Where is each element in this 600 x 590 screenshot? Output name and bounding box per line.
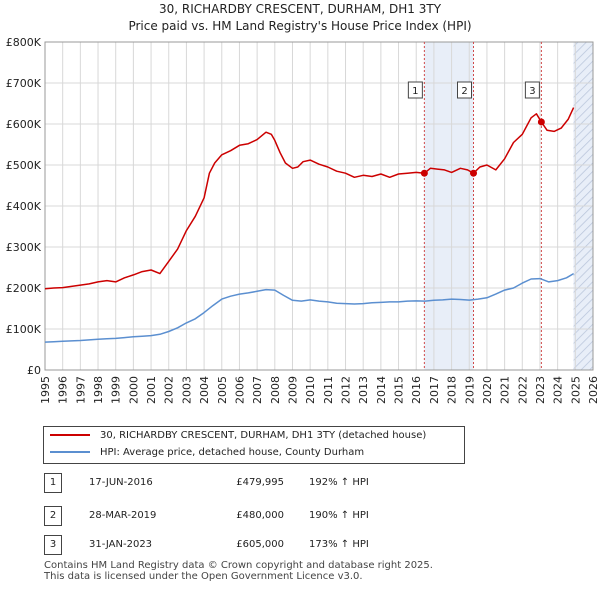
footer-notice: Contains HM Land Registry data © Crown c…	[44, 560, 433, 582]
y-tick-label: £200K	[6, 282, 42, 295]
transaction-row: 2 28-MAR-2019 £480,000 190% ↑ HPI	[44, 506, 464, 526]
sale-label-box-1	[407, 81, 423, 99]
x-tick-label: 2025	[569, 376, 582, 404]
y-tick-label: £600K	[6, 118, 42, 131]
sale-label-box-2	[457, 81, 473, 99]
transaction-price: £480,000	[236, 510, 284, 521]
x-tick-label: 2016	[410, 376, 423, 404]
hpi-line	[44, 272, 574, 343]
x-tick-label: 2000	[127, 376, 140, 404]
transaction-hpi-change: 190% ↑ HPI	[309, 510, 369, 521]
transaction-hpi-change: 192% ↑ HPI	[309, 477, 369, 488]
x-tick-label: 2022	[516, 376, 529, 404]
property-price-line	[44, 107, 575, 290]
x-tick-label: 2001	[145, 376, 158, 404]
chart-subtitle: Price paid vs. HM Land Registry's House …	[128, 19, 472, 33]
footer-line-2: This data is licensed under the Open Gov…	[44, 571, 363, 582]
x-tick-label: 2012	[340, 376, 353, 404]
x-tick-label: 2002	[163, 376, 176, 404]
chart-title: 30, RICHARDBY CRESCENT, DURHAM, DH1 3TY	[158, 2, 442, 16]
y-tick-label: £800K	[6, 36, 42, 49]
x-tick-label: 2017	[428, 376, 441, 404]
transaction-date: 31-JAN-2023	[89, 539, 153, 550]
y-tick-label: £0	[27, 364, 41, 377]
x-tick-label: 2010	[304, 376, 317, 404]
x-tick-label: 1996	[57, 376, 70, 404]
x-tick-label: 2021	[499, 376, 512, 404]
transaction-row: 1 17-JUN-2016 £479,995 192% ↑ HPI	[44, 473, 464, 493]
sale-label-text-2: 2	[461, 86, 467, 97]
x-tick-label: 1997	[74, 376, 87, 404]
transaction-number-badge: 2	[44, 506, 62, 526]
legend-item-hpi: HPI: Average price, detached house, Coun…	[50, 445, 364, 461]
sale-label-text-3: 3	[529, 86, 535, 97]
transaction-row: 3 31-JAN-2023 £605,000 173% ↑ HPI	[44, 535, 464, 555]
sale-point-2	[470, 169, 478, 177]
y-tick-label: £400K	[6, 200, 42, 213]
sale-label-text-1: 1	[412, 86, 418, 97]
legend-label-hpi: HPI: Average price, detached house, Coun…	[100, 447, 365, 458]
x-tick-label: 2018	[446, 376, 459, 404]
x-tick-label: 2008	[269, 376, 282, 404]
sale-point-3	[537, 118, 545, 126]
x-tick-label: 2013	[357, 376, 370, 404]
x-tick-label: 2014	[375, 376, 388, 404]
x-tick-label: 1999	[110, 376, 123, 404]
plot-border	[44, 41, 594, 371]
legend-item-property: 30, RICHARDBY CRESCENT, DURHAM, DH1 3TY …	[50, 428, 426, 444]
x-tick-label: 2020	[481, 376, 494, 404]
x-tick-label: 2019	[463, 376, 476, 404]
x-tick-label: 2023	[534, 376, 547, 404]
legend-swatch-property	[50, 434, 90, 436]
legend: 30, RICHARDBY CRESCENT, DURHAM, DH1 3TY …	[43, 426, 465, 464]
transaction-number-badge: 1	[44, 473, 62, 493]
x-tick-label: 2009	[286, 376, 299, 404]
x-tick-label: 2026	[587, 376, 600, 404]
x-tick-label: 2005	[216, 376, 229, 404]
x-tick-label: 2003	[180, 376, 193, 404]
legend-swatch-hpi	[50, 451, 90, 453]
x-tick-label: 2024	[552, 376, 565, 404]
y-tick-label: £100K	[6, 323, 42, 336]
price-chart: £0 £100K £200K £300K £400K £500K £600K £700K £80…	[6, 36, 600, 404]
sale-label-box-3	[524, 81, 540, 99]
x-tick-label: 1995	[39, 376, 52, 404]
y-tick-label: £700K	[6, 77, 42, 90]
x-tick-label: 2007	[251, 376, 264, 404]
footer-line-1: Contains HM Land Registry data © Crown c…	[44, 560, 433, 571]
transaction-price: £605,000	[236, 539, 284, 550]
legend-label-property: 30, RICHARDBY CRESCENT, DURHAM, DH1 3TY …	[100, 430, 427, 441]
x-tick-label: 2004	[198, 376, 211, 404]
sale-point-1	[420, 169, 428, 177]
x-tick-label: 2011	[322, 376, 335, 404]
y-tick-label: £300K	[6, 241, 42, 254]
y-tick-label: £500K	[6, 159, 42, 172]
x-tick-label: 1998	[92, 376, 105, 404]
transaction-hpi-change: 173% ↑ HPI	[309, 539, 369, 550]
x-tick-label: 2015	[393, 376, 406, 404]
x-tick-label: 2006	[233, 376, 246, 404]
transaction-number-badge: 3	[44, 535, 62, 555]
transaction-price: £479,995	[236, 477, 284, 488]
transaction-date: 28-MAR-2019	[89, 510, 157, 521]
transaction-date: 17-JUN-2016	[89, 477, 153, 488]
